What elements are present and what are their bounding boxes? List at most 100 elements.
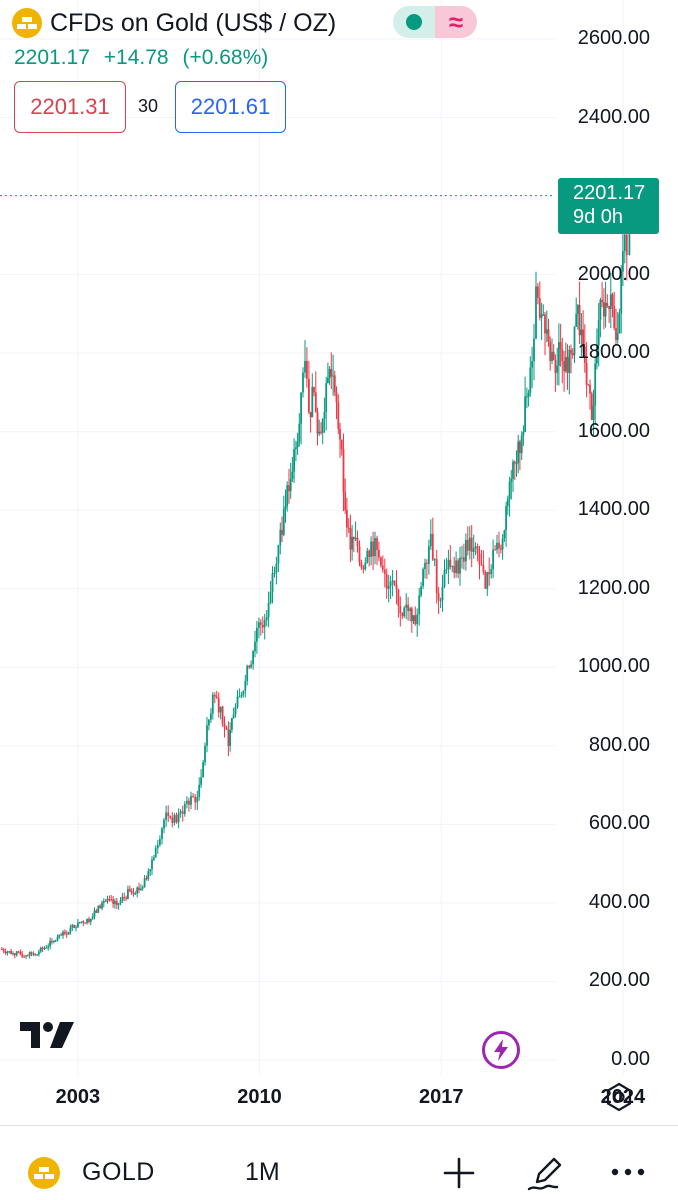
candle-body [561, 349, 564, 362]
candle-body [97, 905, 100, 913]
candle-body [125, 897, 127, 899]
candle-body [323, 412, 326, 419]
price-chart[interactable] [0, 0, 678, 1125]
candle-body [337, 402, 340, 429]
candle-body [28, 952, 31, 956]
candle-body [488, 572, 491, 575]
candle-body [385, 574, 388, 589]
candle-body [10, 951, 12, 954]
symbol-selector[interactable]: GOLD [82, 1158, 155, 1186]
candle-body [313, 387, 315, 393]
candle-body [391, 580, 394, 582]
candle-body [240, 694, 243, 697]
candle-body [159, 839, 161, 845]
candle-body [332, 375, 334, 377]
candle-body [356, 537, 359, 547]
candle-body [73, 924, 76, 928]
candle-body [601, 299, 603, 303]
candle-body [622, 251, 624, 272]
candle-body [140, 888, 142, 890]
candle-body [181, 811, 184, 814]
candle-body [564, 357, 567, 372]
candle-body [99, 905, 101, 909]
candle-body [304, 361, 306, 373]
gold-bars-icon[interactable] [28, 1157, 60, 1189]
candle-body [286, 485, 289, 507]
candle-body [433, 559, 436, 561]
candle-body [54, 940, 57, 942]
symbol-header[interactable]: CFDs on Gold (US$ / OZ) [12, 6, 336, 40]
time-tick-label: 2003 [55, 1086, 101, 1108]
plus-icon[interactable] [442, 1156, 476, 1190]
approx-icon[interactable]: ≈ [435, 6, 477, 38]
buy-ask-button[interactable]: 2201.61 [175, 81, 286, 133]
candle-body [583, 346, 586, 363]
candle-body [347, 527, 350, 529]
candle-body [429, 533, 432, 547]
candle-body [577, 305, 579, 314]
candle-body [352, 537, 355, 540]
candle-body [238, 696, 241, 698]
drawing-pen-icon[interactable] [527, 1154, 565, 1192]
lightning-icon[interactable] [482, 1031, 520, 1069]
candle-body [505, 506, 507, 531]
market-open-dot-icon[interactable] [393, 6, 435, 38]
settings-hexagon-icon[interactable] [604, 1082, 634, 1112]
candle-body [349, 528, 352, 550]
candle-body [86, 918, 88, 923]
candle-body [163, 819, 165, 829]
candle-body [1, 948, 3, 950]
candle-body [424, 562, 426, 570]
candle-body [101, 902, 103, 909]
candle-body [58, 934, 61, 938]
candle-body [263, 620, 266, 628]
candle-body [153, 857, 155, 860]
candle-body [490, 569, 493, 575]
candle-body [141, 887, 144, 889]
candle-body [609, 294, 612, 309]
candle-body [52, 940, 55, 943]
candle-body [580, 329, 583, 336]
candle-body [484, 571, 487, 589]
candle-body [62, 931, 64, 936]
candle-body [585, 363, 588, 385]
candle-body [106, 899, 109, 902]
candle-body [192, 796, 194, 798]
candle-body [128, 889, 131, 892]
candle-body [145, 878, 148, 880]
price-tick-label: 2600.00 [577, 27, 650, 49]
more-dots-icon[interactable] [610, 1162, 646, 1182]
last-price: 2201.17 [14, 46, 90, 69]
candle-body [366, 550, 369, 563]
candle-body [397, 589, 400, 606]
candle-body [478, 553, 481, 565]
candle-body [360, 562, 363, 568]
candle-body [399, 606, 402, 614]
candle-body [506, 498, 509, 507]
candle-body [570, 349, 572, 354]
symbol-title[interactable]: CFDs on Gold (US$ / OZ) [50, 8, 337, 37]
market-status-pill[interactable]: ≈ [393, 6, 477, 38]
candle-body [104, 901, 107, 902]
candle-body [461, 557, 463, 559]
bottom-toolbar: GOLD 1M [0, 1125, 678, 1200]
sell-bid-button[interactable]: 2201.31 [14, 81, 126, 133]
candle-body [217, 697, 220, 713]
candle-body [60, 934, 63, 936]
tradingview-logo-icon[interactable] [20, 1020, 74, 1050]
candle-body [296, 441, 299, 448]
candle-body [542, 314, 545, 316]
candle-body [358, 546, 361, 563]
candle-body [15, 951, 18, 956]
candle-body [533, 338, 535, 361]
candle-body [34, 953, 37, 955]
candle-body [551, 351, 553, 361]
candle-body [447, 559, 450, 570]
price-tick-label: 400.00 [588, 890, 650, 913]
candle-body [213, 694, 216, 697]
candle-body [151, 859, 153, 870]
interval-selector[interactable]: 1M [245, 1158, 280, 1186]
candle-body [354, 537, 357, 540]
candle-body [340, 439, 343, 450]
candle-body [93, 910, 96, 917]
